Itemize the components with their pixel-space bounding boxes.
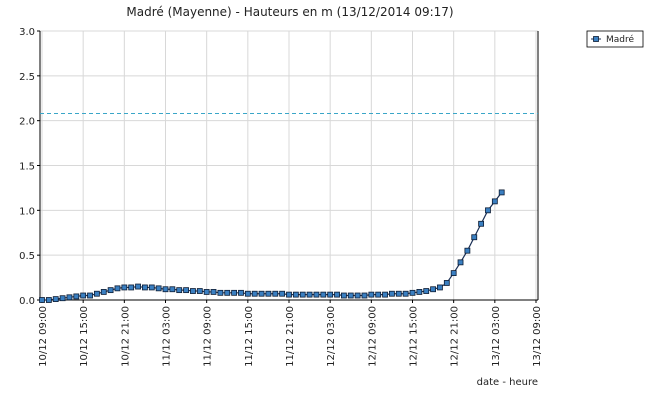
- data-point: [114, 285, 121, 292]
- data-point: [52, 296, 59, 303]
- x-tick-label: 11/12 03:00: [162, 306, 173, 367]
- data-point: [162, 286, 169, 293]
- data-point: [402, 290, 409, 297]
- y-tick-label: 1.0: [19, 206, 35, 217]
- data-point: [306, 291, 313, 298]
- data-point: [347, 292, 354, 299]
- data-point: [375, 291, 382, 298]
- data-point: [423, 288, 430, 294]
- data-point: [334, 291, 340, 298]
- data-point: [389, 290, 395, 297]
- data-point: [238, 289, 244, 296]
- data-point: [464, 247, 471, 254]
- data-point: [224, 289, 231, 296]
- data-point: [155, 285, 162, 292]
- data-point: [272, 290, 279, 297]
- y-tick-label: 3.0: [19, 27, 35, 38]
- data-point: [87, 292, 93, 299]
- data-point: [327, 291, 334, 298]
- x-tick-label: 12/12 15:00: [409, 306, 420, 367]
- x-tick-label: 11/12 21:00: [285, 306, 296, 367]
- data-point: [210, 289, 217, 295]
- x-tick-label: 11/12 15:00: [244, 306, 255, 367]
- x-tick-label: 13/12 03:00: [491, 306, 502, 367]
- data-point: [244, 290, 251, 297]
- data-point: [409, 289, 416, 296]
- data-point: [416, 289, 423, 295]
- legend-label: Madré: [606, 34, 634, 45]
- data-point: [217, 289, 224, 296]
- x-tick-label: 12/12 03:00: [326, 306, 337, 367]
- data-point: [128, 284, 135, 291]
- x-tick-label: 10/12 15:00: [79, 306, 90, 367]
- data-point: [450, 270, 457, 277]
- data-point: [368, 291, 375, 298]
- data-point: [148, 284, 155, 291]
- y-tick-label: 0.5: [19, 251, 35, 262]
- data-point: [443, 280, 450, 286]
- data-point: [121, 284, 128, 291]
- data-point: [265, 290, 272, 297]
- data-point: [59, 295, 66, 302]
- data-point: [258, 290, 265, 297]
- y-tick-label: 0.0: [19, 296, 35, 307]
- data-point: [382, 291, 388, 298]
- data-point: [190, 288, 196, 294]
- data-point: [279, 290, 286, 297]
- y-tick-label: 2.5: [19, 72, 35, 83]
- data-point: [361, 292, 368, 299]
- data-point: [251, 290, 258, 297]
- legend-marker: [593, 36, 599, 42]
- data-point: [354, 292, 361, 299]
- data-point: [471, 234, 478, 241]
- data-point: [457, 259, 464, 266]
- x-tick-label: 12/12 21:00: [450, 306, 461, 367]
- data-point: [176, 287, 183, 294]
- data-point: [93, 290, 100, 297]
- data-point: [478, 220, 485, 227]
- data-point: [203, 289, 210, 295]
- data-point: [135, 283, 141, 290]
- data-point: [100, 289, 107, 295]
- data-point: [73, 293, 80, 300]
- data-point: [340, 292, 347, 299]
- x-tick-label: 10/12 09:00: [38, 306, 49, 367]
- data-point: [491, 198, 498, 205]
- data-point: [313, 291, 320, 298]
- legend-box: [586, 30, 644, 48]
- data-point: [39, 297, 45, 303]
- data-point: [320, 291, 327, 298]
- x-tick-label: 10/12 21:00: [120, 306, 131, 367]
- data-point: [395, 290, 402, 297]
- data-point: [498, 189, 505, 196]
- data-point: [437, 284, 443, 291]
- data-point: [286, 291, 292, 298]
- data-point: [292, 291, 299, 298]
- x-tick-label: 12/12 09:00: [367, 306, 378, 367]
- data-point: [169, 286, 176, 293]
- data-point: [430, 286, 436, 293]
- data-point: [485, 207, 491, 214]
- x-axis-label: date - heure: [477, 377, 538, 388]
- data-point: [45, 297, 52, 303]
- data-point: [107, 287, 114, 294]
- data-point: [80, 292, 87, 299]
- data-point: [196, 288, 203, 294]
- data-point: [142, 284, 148, 291]
- x-tick-label: 13/12 09:00: [532, 306, 543, 367]
- y-tick-label: 2.0: [19, 117, 35, 128]
- data-point: [66, 294, 73, 301]
- x-tick-label: 11/12 09:00: [203, 306, 214, 367]
- data-point: [231, 289, 238, 296]
- data-point: [299, 291, 306, 298]
- data-point: [183, 287, 189, 294]
- y-tick-label: 1.5: [19, 162, 35, 173]
- chart-title: Madré (Mayenne) - Hauteurs en m (13/12/2…: [126, 5, 453, 19]
